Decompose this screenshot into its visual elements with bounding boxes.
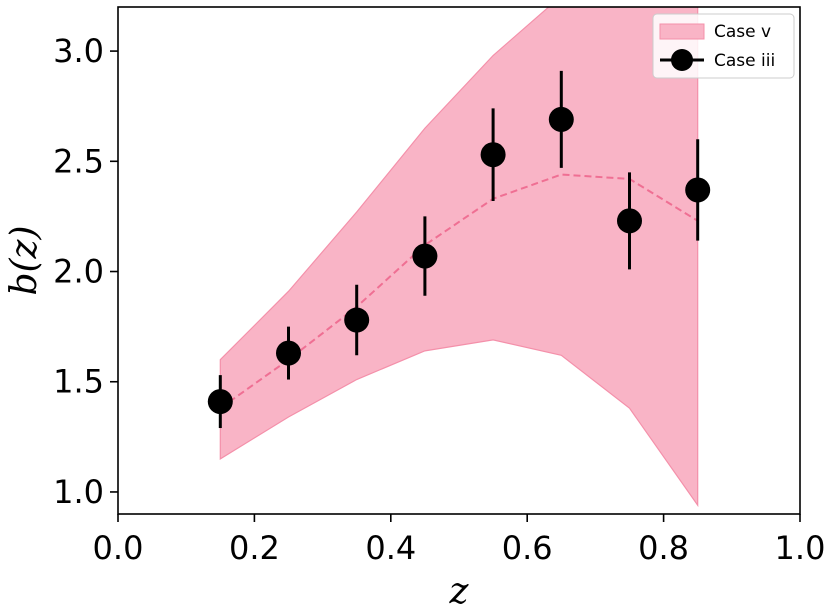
x-tick-label: 1.0 [775,529,826,567]
x-tick-label: 0.0 [93,529,144,567]
data-point [412,243,438,269]
legend: Case v Case iii [652,13,795,79]
y-tick-label: 3.0 [53,32,104,70]
x-tick-label: 0.2 [229,529,280,567]
legend-label-case-v: Case v [714,22,771,42]
plot-area [207,7,711,508]
plot-frame [117,6,801,515]
y-axis-label: b(z) [4,225,45,295]
legend-label-case-iii: Case iii [714,51,775,71]
data-point [617,208,642,234]
legend-swatch-case-v [659,23,705,40]
axes: 0.0 0.2 0.4 0.6 0.8 1.0 1.0 1.5 2.0 2.5 3.0 z b(z) [4,6,826,610]
data-point [480,142,506,168]
x-tick-label: 0.6 [502,529,553,567]
y-tick-label: 1.5 [53,363,104,401]
data-point [548,106,574,132]
data-point [685,177,711,203]
y-tick-label: 2.0 [53,253,104,291]
x-tick-label: 0.8 [638,529,689,567]
band-median-line [219,173,699,410]
data-point [276,340,301,366]
x-axis-label: z [449,571,470,610]
data-point [207,389,233,415]
x-tick-label: 0.4 [365,529,416,567]
band-case-v [219,7,699,508]
legend-marker-case-iii [671,49,693,71]
data-point [344,307,370,333]
y-tick-label: 2.5 [53,142,104,180]
plot-clip-group [207,7,711,508]
y-tick-label: 1.0 [53,473,104,511]
